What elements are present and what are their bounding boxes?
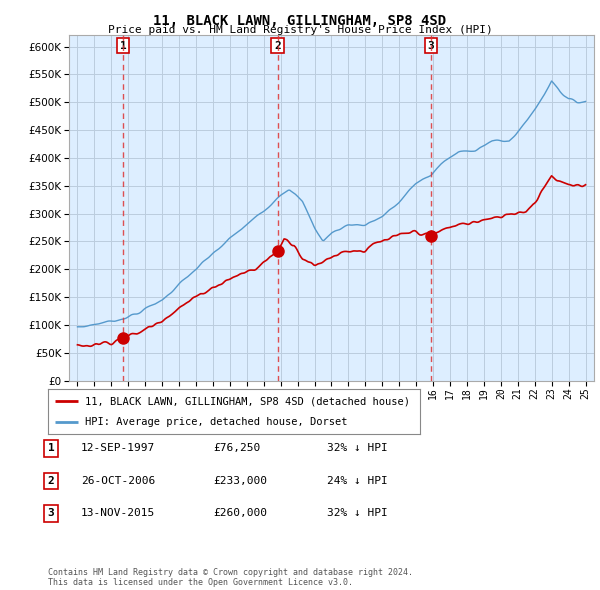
Text: 32% ↓ HPI: 32% ↓ HPI (327, 444, 388, 453)
Text: 12-SEP-1997: 12-SEP-1997 (81, 444, 155, 453)
Text: 2: 2 (274, 41, 281, 51)
Text: £260,000: £260,000 (213, 509, 267, 518)
Text: 13-NOV-2015: 13-NOV-2015 (81, 509, 155, 518)
Text: 1: 1 (120, 41, 127, 51)
Text: 11, BLACK LAWN, GILLINGHAM, SP8 4SD: 11, BLACK LAWN, GILLINGHAM, SP8 4SD (154, 14, 446, 28)
Text: 3: 3 (428, 41, 434, 51)
Text: 26-OCT-2006: 26-OCT-2006 (81, 476, 155, 486)
Text: 24% ↓ HPI: 24% ↓ HPI (327, 476, 388, 486)
Text: 1: 1 (47, 444, 55, 453)
Text: 2: 2 (47, 476, 55, 486)
Text: 11, BLACK LAWN, GILLINGHAM, SP8 4SD (detached house): 11, BLACK LAWN, GILLINGHAM, SP8 4SD (det… (85, 396, 410, 407)
Text: Contains HM Land Registry data © Crown copyright and database right 2024.
This d: Contains HM Land Registry data © Crown c… (48, 568, 413, 587)
Text: £76,250: £76,250 (213, 444, 260, 453)
Text: 3: 3 (47, 509, 55, 518)
Text: £233,000: £233,000 (213, 476, 267, 486)
Text: Price paid vs. HM Land Registry's House Price Index (HPI): Price paid vs. HM Land Registry's House … (107, 25, 493, 35)
Text: HPI: Average price, detached house, Dorset: HPI: Average price, detached house, Dors… (85, 417, 348, 427)
Text: 32% ↓ HPI: 32% ↓ HPI (327, 509, 388, 518)
